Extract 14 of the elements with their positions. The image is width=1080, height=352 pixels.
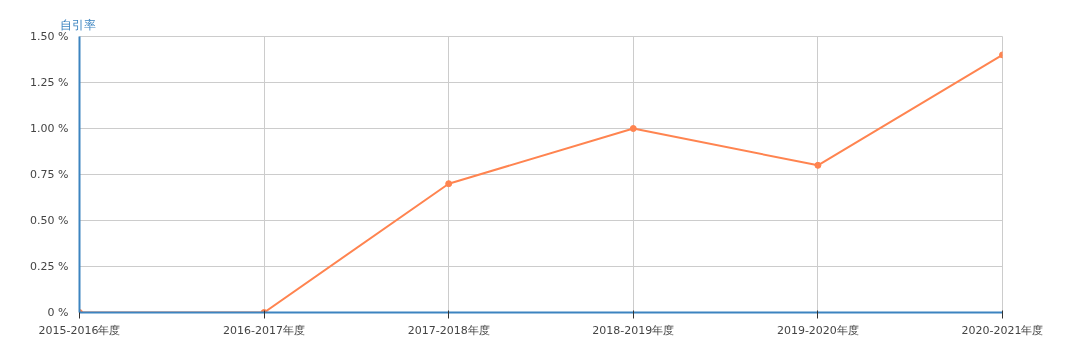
x-tick-label: 2020-2021年度 <box>961 323 1044 337</box>
x-tick-label: 2018-2019年度 <box>592 323 675 337</box>
y-tick-label: 0.25 % <box>30 260 69 273</box>
y-tick-label: 0 % <box>47 306 69 319</box>
y-tick-label: 1.00 % <box>30 122 69 135</box>
y-tick-label: 0.75 % <box>30 168 69 181</box>
y-tick-label: 1.25 % <box>30 76 69 89</box>
y-tick-label: 0.50 % <box>30 214 69 227</box>
x-tick-label: 2015-2016年度 <box>38 323 121 337</box>
x-tick-label: 2019-2020年度 <box>776 323 859 337</box>
y-axis-title: 自引率 <box>59 17 96 32</box>
x-tick-label: 2016-2017年度 <box>223 323 306 337</box>
y-tick-label: 1.50 % <box>30 30 69 43</box>
x-tick-label: 2017-2018年度 <box>407 323 490 337</box>
